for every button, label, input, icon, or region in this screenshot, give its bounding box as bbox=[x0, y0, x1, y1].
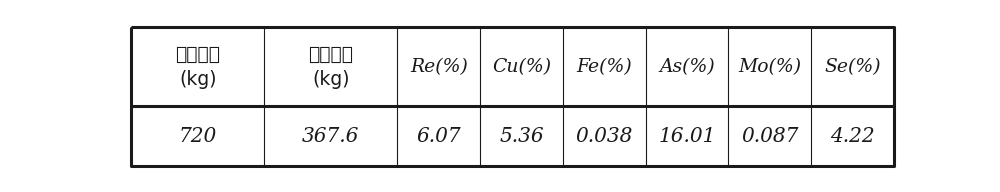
Text: 16.01: 16.01 bbox=[658, 127, 716, 146]
Text: 6.07: 6.07 bbox=[416, 127, 461, 146]
Text: Se(%): Se(%) bbox=[824, 58, 881, 76]
Text: 干铼精矿
(kg): 干铼精矿 (kg) bbox=[308, 45, 353, 89]
Text: 4.22: 4.22 bbox=[830, 127, 875, 146]
Text: Cu(%): Cu(%) bbox=[492, 58, 551, 76]
Text: 0.038: 0.038 bbox=[576, 127, 633, 146]
Text: As(%): As(%) bbox=[659, 58, 715, 76]
Text: Re(%): Re(%) bbox=[410, 58, 468, 76]
Text: 0.087: 0.087 bbox=[741, 127, 798, 146]
Text: 5.36: 5.36 bbox=[499, 127, 544, 146]
Text: 367.6: 367.6 bbox=[302, 127, 360, 146]
Text: Fe(%): Fe(%) bbox=[576, 58, 632, 76]
Text: 720: 720 bbox=[179, 127, 217, 146]
Text: Mo(%): Mo(%) bbox=[738, 58, 801, 76]
Text: 湿铼精矿
(kg): 湿铼精矿 (kg) bbox=[175, 45, 220, 89]
